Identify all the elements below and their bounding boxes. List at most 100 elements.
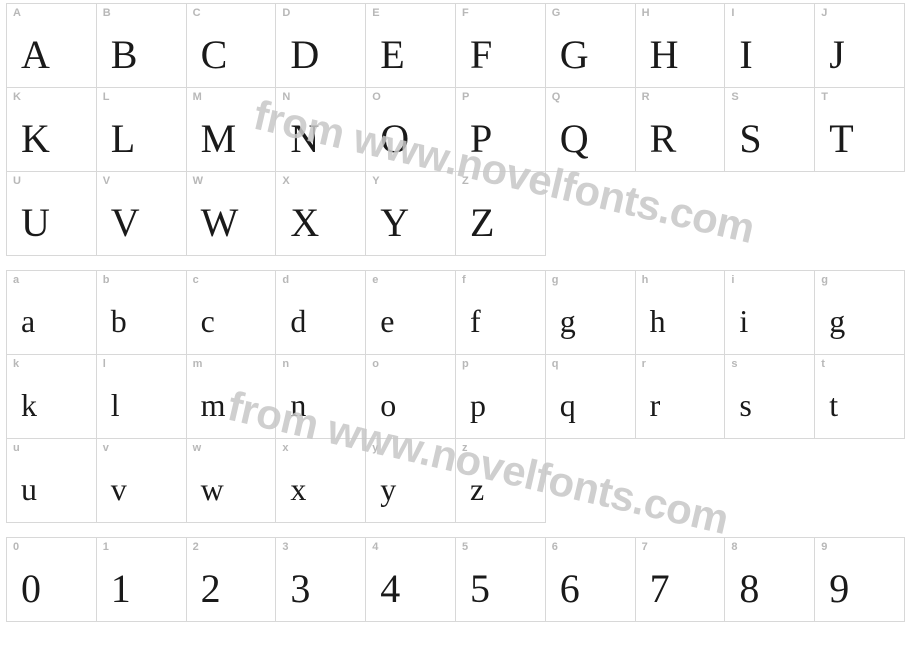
glyph-char: K: [7, 110, 96, 167]
empty-cell: [815, 439, 905, 523]
empty-cell: [636, 172, 726, 256]
glyph-cell: rr: [636, 355, 726, 439]
glyph-cell: mm: [187, 355, 277, 439]
glyph-label: X: [282, 175, 289, 187]
glyph-cell: OO: [366, 88, 456, 172]
glyph-char: d: [276, 293, 365, 350]
glyph-cell: 33: [276, 538, 366, 622]
glyph-cell: YY: [366, 172, 456, 256]
glyph-cell: EE: [366, 4, 456, 88]
glyph-label: 1: [103, 541, 109, 553]
glyph-char: 8: [725, 560, 814, 617]
glyph-section: aabbccddeeffgghhiiggkkllmmnnooppqqrrsstt…: [6, 270, 905, 523]
glyph-char: 4: [366, 560, 455, 617]
glyph-cell: DD: [276, 4, 366, 88]
glyph-label: h: [642, 274, 649, 286]
glyph-char: Q: [546, 110, 635, 167]
glyph-label: a: [13, 274, 19, 286]
glyph-char: i: [725, 293, 814, 350]
glyph-label: d: [282, 274, 289, 286]
glyph-label: J: [821, 7, 827, 19]
glyph-cell: JJ: [815, 4, 905, 88]
glyph-label: z: [462, 442, 468, 454]
glyph-label: 0: [13, 541, 19, 553]
glyph-label: y: [372, 442, 378, 454]
glyph-label: m: [193, 358, 203, 370]
glyph-cell: VV: [97, 172, 187, 256]
glyph-cell: FF: [456, 4, 546, 88]
glyph-char: u: [7, 461, 96, 518]
glyph-cell: nn: [276, 355, 366, 439]
glyph-char: J: [815, 26, 904, 83]
glyph-cell: ff: [456, 271, 546, 355]
glyph-cell: kk: [7, 355, 97, 439]
glyph-cell: QQ: [546, 88, 636, 172]
empty-cell: [725, 172, 815, 256]
glyph-label: i: [731, 274, 734, 286]
glyph-cell: II: [725, 4, 815, 88]
glyph-cell: LL: [97, 88, 187, 172]
glyph-cell: KK: [7, 88, 97, 172]
glyph-label: B: [103, 7, 111, 19]
glyph-cell: PP: [456, 88, 546, 172]
glyph-char: k: [7, 377, 96, 434]
glyph-label: E: [372, 7, 379, 19]
glyph-cell: 55: [456, 538, 546, 622]
glyph-char: V: [97, 194, 186, 251]
glyph-label: V: [103, 175, 110, 187]
glyph-label: R: [642, 91, 650, 103]
glyph-cell: cc: [187, 271, 277, 355]
glyph-label: 5: [462, 541, 468, 553]
glyph-label: 8: [731, 541, 737, 553]
glyph-label: w: [193, 442, 202, 454]
glyph-cell: CC: [187, 4, 277, 88]
glyph-char: N: [276, 110, 365, 167]
glyph-cell: vv: [97, 439, 187, 523]
glyph-cell: WW: [187, 172, 277, 256]
glyph-cell: RR: [636, 88, 726, 172]
glyph-label: r: [642, 358, 646, 370]
glyph-cell: UU: [7, 172, 97, 256]
glyph-cell: ZZ: [456, 172, 546, 256]
glyph-cell: 22: [187, 538, 277, 622]
glyph-char: c: [187, 293, 276, 350]
glyph-section: AABBCCDDEEFFGGHHIIJJKKLLMMNNOOPPQQRRSSTT…: [6, 3, 905, 256]
glyph-char: M: [187, 110, 276, 167]
glyph-char: 3: [276, 560, 365, 617]
glyph-label: c: [193, 274, 199, 286]
glyph-char: I: [725, 26, 814, 83]
glyph-cell: ww: [187, 439, 277, 523]
glyph-cell: 00: [7, 538, 97, 622]
glyph-label: N: [282, 91, 290, 103]
glyph-label: I: [731, 7, 734, 19]
glyph-label: S: [731, 91, 738, 103]
glyph-label: n: [282, 358, 289, 370]
glyph-cell: BB: [97, 4, 187, 88]
glyph-char: Z: [456, 194, 545, 251]
glyph-char: o: [366, 377, 455, 434]
glyph-char: X: [276, 194, 365, 251]
glyph-char: Y: [366, 194, 455, 251]
glyph-char: C: [187, 26, 276, 83]
glyph-char: r: [636, 377, 725, 434]
glyph-char: 2: [187, 560, 276, 617]
empty-cell: [546, 439, 636, 523]
glyph-char: U: [7, 194, 96, 251]
glyph-char: 6: [546, 560, 635, 617]
glyph-cell: HH: [636, 4, 726, 88]
glyph-label: G: [552, 7, 561, 19]
glyph-cell: ss: [725, 355, 815, 439]
glyph-label: u: [13, 442, 20, 454]
glyph-char: R: [636, 110, 725, 167]
glyph-label: M: [193, 91, 202, 103]
glyph-cell: XX: [276, 172, 366, 256]
glyph-char: w: [187, 461, 276, 518]
glyph-label: 2: [193, 541, 199, 553]
glyph-cell: oo: [366, 355, 456, 439]
glyph-label: x: [282, 442, 288, 454]
glyph-section: 00112233445566778899: [6, 537, 905, 622]
glyph-char: L: [97, 110, 186, 167]
glyph-cell: AA: [7, 4, 97, 88]
glyph-label: Y: [372, 175, 379, 187]
glyph-label: p: [462, 358, 469, 370]
